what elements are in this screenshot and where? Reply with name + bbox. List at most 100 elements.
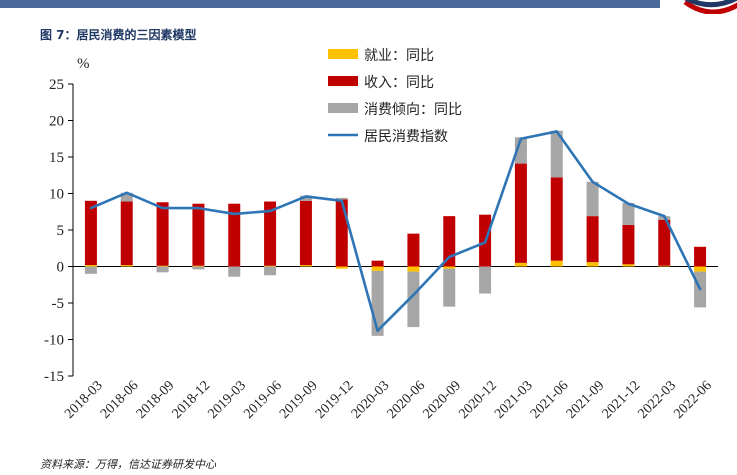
propensity-bar (550, 130, 563, 178)
propensity-bar (622, 202, 635, 225)
income-bar (156, 202, 169, 266)
employment-bar (192, 265, 205, 267)
y-unit-label: % (77, 56, 90, 72)
income-bar (407, 233, 420, 267)
income-bar (443, 216, 456, 267)
consumption-index-point (268, 209, 272, 213)
consumption-index-point (125, 191, 128, 194)
x-tick-label: 2021-03 (492, 378, 536, 422)
consumption-index-point (483, 241, 487, 244)
employment-bar (156, 265, 169, 267)
x-tick-label: 2020-06 (385, 378, 429, 422)
consumption-index-point (340, 199, 343, 202)
employment-bar (550, 260, 563, 267)
employment-bar (622, 264, 635, 267)
income-bar (264, 201, 277, 266)
brand-logo-icon (683, 0, 737, 14)
employment-bar (120, 265, 133, 267)
legend-swatch (328, 103, 358, 113)
x-tick-label: 2018-03 (62, 378, 106, 422)
legend-label: 居民消费指数 (364, 129, 448, 145)
employment-bar (335, 266, 348, 269)
y-tick-label: -5 (52, 296, 65, 312)
income-bar (658, 219, 671, 266)
propensity-bar (586, 181, 599, 217)
x-tick-label: 2018-06 (98, 378, 142, 422)
x-tick-label: 2020-03 (349, 378, 393, 422)
x-tick-label: 2022-06 (671, 378, 715, 422)
employment-bar (443, 266, 456, 269)
employment-bar (407, 266, 420, 272)
header-band (0, 0, 660, 8)
propensity-bar (156, 266, 169, 273)
propensity-bar (264, 266, 277, 276)
income-bar (622, 224, 635, 265)
x-tick-label: 2018-09 (134, 378, 178, 422)
consumption-index-point (448, 255, 451, 259)
figure-title: 图 7：居民消费的三因素模型 (40, 28, 197, 42)
consumption-index-point (555, 130, 558, 133)
employment-bar (84, 265, 97, 267)
consumption-index-point (663, 214, 666, 218)
x-tick-label: 2021-12 (600, 378, 644, 422)
income-bar (299, 200, 312, 266)
y-tick-label: -10 (44, 333, 64, 349)
legend-label: 消费倾向：同比 (364, 102, 462, 118)
consumption-index-point (197, 206, 200, 210)
x-tick-label: 2019-12 (313, 378, 357, 422)
income-bar (550, 177, 563, 261)
employment-bar (586, 262, 599, 267)
consumption-index-point (519, 137, 523, 140)
chart-line (89, 130, 702, 333)
propensity-bar (407, 271, 420, 328)
x-tick-label: 2021-06 (528, 378, 572, 422)
consumption-index-point (161, 206, 164, 210)
income-bar (694, 246, 707, 267)
income-bar (335, 199, 348, 267)
employment-bar (514, 262, 527, 267)
y-tick-label: 15 (49, 150, 64, 166)
consumption-index-point (591, 180, 594, 184)
x-tick-label: 2020-09 (420, 378, 464, 422)
propensity-bar (443, 268, 456, 307)
employment-bar (694, 266, 707, 272)
propensity-bar (120, 192, 133, 202)
consumption-index-point (376, 329, 379, 332)
x-tick-label: 2019-09 (277, 378, 321, 422)
x-tick-label: 2018-12 (170, 378, 214, 422)
propensity-bar (84, 266, 97, 274)
y-tick-label: 10 (49, 187, 64, 203)
x-tick-label: 2019-06 (241, 378, 285, 422)
income-bar (84, 200, 97, 266)
legend-swatch (328, 49, 358, 59)
employment-bar (371, 266, 384, 271)
income-bar (228, 203, 241, 267)
employment-bar (264, 265, 277, 267)
income-bar (514, 163, 527, 263)
consumption-index-point (89, 206, 93, 210)
legend-swatch (328, 76, 358, 86)
propensity-bar (479, 266, 492, 294)
y-tick-label: -15 (44, 369, 64, 385)
x-tick-label: 2020-12 (456, 378, 500, 422)
consumption-index-point (304, 195, 308, 198)
consumption-index-point (233, 212, 236, 216)
legend-label: 就业：同比 (364, 48, 434, 64)
legend-label: 收入：同比 (364, 75, 434, 91)
chart-bars (84, 130, 707, 336)
employment-bar (658, 265, 671, 267)
y-tick-label: 25 (49, 77, 64, 93)
propensity-bar (299, 195, 312, 201)
consumption-index-line (90, 130, 702, 333)
income-bar (120, 201, 133, 266)
x-tick-label: 2019-03 (205, 378, 249, 422)
income-bar (192, 203, 205, 266)
source-note: 资料来源：万得，信达证券研发中心 (40, 458, 216, 471)
y-tick-label: 5 (57, 223, 65, 239)
consumption-index-point (698, 287, 702, 291)
propensity-bar (228, 266, 241, 277)
propensity-bar (192, 266, 205, 270)
income-bar (371, 260, 384, 267)
